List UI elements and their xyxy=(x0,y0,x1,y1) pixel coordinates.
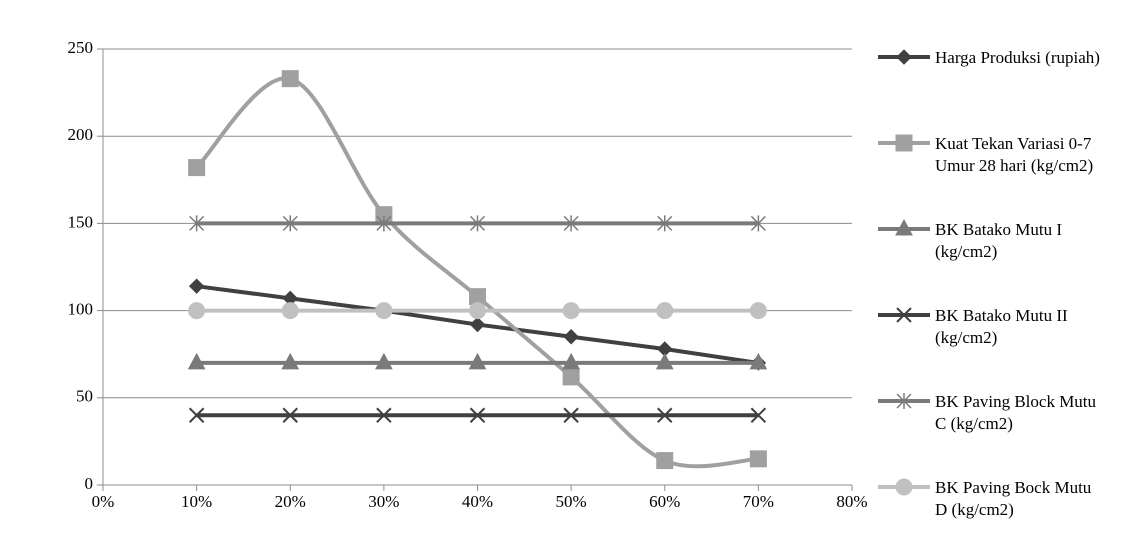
marker xyxy=(281,302,299,320)
marker xyxy=(189,215,205,232)
marker xyxy=(187,352,206,370)
x-tick-label: 10% xyxy=(181,492,212,511)
marker xyxy=(750,407,767,423)
legend-label: BK Batako Mutu II (kg/cm2) xyxy=(935,306,1068,347)
marker xyxy=(469,316,486,333)
marker xyxy=(563,407,579,423)
marker xyxy=(655,352,674,370)
marker xyxy=(657,407,673,423)
x-tick-label: 80% xyxy=(836,492,867,511)
marker xyxy=(562,302,580,320)
legend-marker xyxy=(895,218,913,236)
marker xyxy=(281,70,299,88)
marker xyxy=(468,352,487,370)
marker xyxy=(750,215,766,232)
y-tick-label: 250 xyxy=(68,38,94,57)
marker xyxy=(469,215,486,232)
legend-marker xyxy=(896,49,912,65)
legend-marker xyxy=(895,478,913,496)
y-tick-label: 50 xyxy=(76,387,93,406)
legend-marker xyxy=(896,307,912,323)
marker xyxy=(749,450,767,468)
marker xyxy=(749,352,768,370)
marker xyxy=(657,215,673,232)
marker xyxy=(656,452,674,470)
y-tick-label: 0 xyxy=(85,474,94,493)
legend-label: Harga Produksi (rupiah) xyxy=(935,48,1100,67)
x-tick-label: 0% xyxy=(92,492,115,511)
marker xyxy=(188,278,205,294)
legend-marker xyxy=(895,134,913,152)
marker xyxy=(562,368,580,386)
marker xyxy=(469,407,486,423)
x-tick-label: 60% xyxy=(649,492,680,511)
marker xyxy=(188,302,206,320)
marker xyxy=(282,215,298,232)
x-tick-label: 70% xyxy=(743,492,774,511)
marker xyxy=(469,302,486,320)
marker xyxy=(188,159,206,177)
x-tick-label: 50% xyxy=(556,492,587,511)
y-tick-label: 200 xyxy=(68,125,94,144)
legend-label: BK Paving Block Mutu C (kg/cm2) xyxy=(935,392,1097,433)
marker xyxy=(563,329,579,345)
marker xyxy=(376,407,392,423)
marker xyxy=(281,352,300,370)
legend-label: Kuat Tekan Variasi 0-7 Umur 28 hari (kg/… xyxy=(935,134,1094,175)
marker xyxy=(375,352,393,370)
marker xyxy=(562,352,580,370)
marker xyxy=(749,302,767,320)
x-tick-label: 20% xyxy=(275,492,306,511)
marker xyxy=(376,215,392,232)
marker xyxy=(563,215,579,232)
x-tick-label: 30% xyxy=(368,492,399,511)
marker xyxy=(282,407,298,423)
y-tick-label: 100 xyxy=(68,300,94,319)
y-tick-label: 150 xyxy=(68,212,94,231)
legend-label: BK Paving Bock Mutu D (kg/cm2) xyxy=(935,478,1092,519)
x-tick-label: 40% xyxy=(462,492,493,511)
legend-label: BK Batako Mutu I (kg/cm2) xyxy=(935,220,1063,261)
legend-marker xyxy=(896,393,912,409)
marker xyxy=(656,302,674,320)
marker xyxy=(375,302,393,320)
marker xyxy=(188,407,205,423)
